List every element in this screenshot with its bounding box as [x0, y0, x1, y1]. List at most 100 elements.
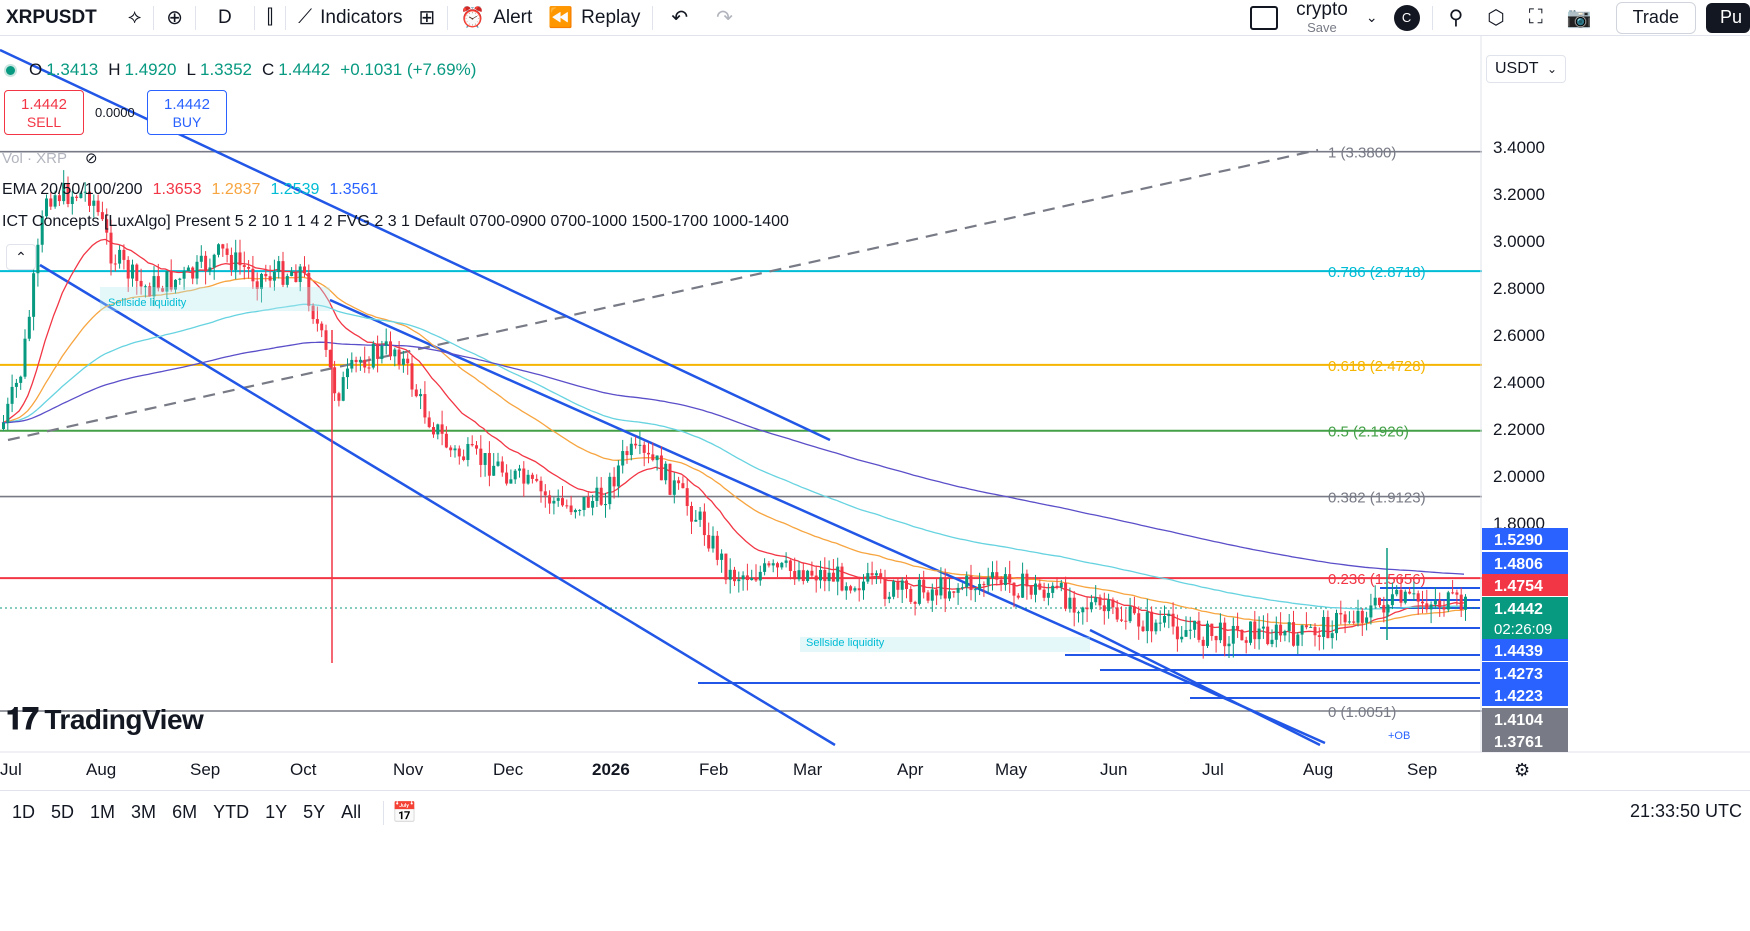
- candle-body: [449, 447, 453, 451]
- candle-body: [608, 476, 612, 505]
- eye-hidden-icon[interactable]: ⊘: [84, 150, 98, 167]
- range-button-3m[interactable]: 3M: [131, 802, 157, 822]
- price-tag-label: 1.4223: [1494, 688, 1543, 705]
- candle-body: [290, 271, 294, 277]
- candle-body: [1438, 600, 1442, 608]
- chart-type-candles-icon[interactable]: ⫿: [266, 6, 274, 28]
- account-avatar[interactable]: C: [1386, 0, 1428, 36]
- ema-line: [1, 303, 1465, 610]
- settings-gear-icon[interactable]: ⬡: [1487, 7, 1505, 29]
- tradingview-logo: 𝟏𝟕 TradingView: [6, 703, 204, 736]
- candle-body: [1231, 625, 1235, 644]
- candle-body: [1016, 595, 1020, 598]
- range-button-1m[interactable]: 1M: [90, 802, 116, 822]
- templates-grid-icon[interactable]: ⊞: [418, 7, 436, 29]
- range-button-6m[interactable]: 6M: [172, 802, 198, 822]
- fib-level-label: 0.618 (2.4728): [1328, 358, 1426, 375]
- candle-body: [36, 244, 40, 274]
- candle-body: [702, 511, 706, 536]
- candle-body: [1274, 624, 1278, 640]
- sellside-liquidity-label: Sellside liquidity: [108, 297, 187, 309]
- candle-body: [870, 573, 874, 576]
- range-button-5d[interactable]: 5D: [51, 802, 75, 822]
- countdown-label: 02:26:09: [1494, 621, 1552, 638]
- candle-body: [922, 579, 926, 593]
- time-tick-label: Oct: [290, 760, 317, 779]
- range-button-1d[interactable]: 1D: [12, 802, 36, 822]
- candle-body: [780, 562, 784, 568]
- range-button-1y[interactable]: 1Y: [265, 802, 288, 822]
- volume-legend[interactable]: Vol · XRP ⊘: [2, 149, 98, 167]
- redo-icon[interactable]: ↷: [716, 7, 733, 29]
- candle-body: [96, 200, 100, 213]
- range-button-5y[interactable]: 5Y: [303, 802, 326, 822]
- quick-search-icon[interactable]: ⚲: [1448, 7, 1464, 29]
- candle-body: [234, 252, 238, 270]
- camera-snapshot-icon[interactable]: 📷: [1566, 7, 1592, 29]
- undo-icon[interactable]: ↶: [671, 7, 689, 29]
- candle-body: [616, 465, 620, 487]
- candle-body: [242, 265, 246, 267]
- layout-name[interactable]: crypto Save: [1286, 0, 1358, 36]
- candle-body: [333, 367, 337, 394]
- candle-body: [913, 601, 917, 604]
- ema-line: [1, 341, 1465, 575]
- replay-button[interactable]: ⏪ Replay: [540, 0, 648, 36]
- indicators-icon: ⟋: [298, 6, 313, 28]
- candle-body: [724, 553, 728, 580]
- indicators-button[interactable]: ⟋ Indicators: [290, 0, 410, 36]
- candle-body: [204, 255, 208, 272]
- candle-body: [801, 570, 805, 582]
- candle-body: [1072, 597, 1076, 613]
- candle-body: [191, 267, 195, 279]
- time-tick-label: Dec: [493, 760, 524, 779]
- candle-body: [380, 345, 384, 359]
- candle-body: [952, 591, 956, 593]
- add-alert-diamond-icon[interactable]: ⟡: [128, 6, 142, 28]
- fib-level-label: 0.5 (2.1926): [1328, 424, 1409, 441]
- candle-body: [1098, 597, 1102, 606]
- candle-body: [1244, 640, 1248, 643]
- candle-body: [737, 579, 741, 582]
- calendar-goto-date-icon[interactable]: 📅: [392, 802, 418, 824]
- range-button-all[interactable]: All: [341, 802, 362, 822]
- symbol-search[interactable]: XRPUSDT: [6, 6, 97, 28]
- candle-body: [1296, 634, 1300, 646]
- candle-body: [582, 496, 586, 511]
- alert-button[interactable]: ⏰ Alert: [452, 0, 540, 36]
- collapse-legend-chevron-icon[interactable]: ⌃: [6, 244, 36, 270]
- ema-legend[interactable]: EMA 20/50/100/200 1.3653 1.2837 1.2539 1…: [2, 181, 378, 199]
- chevron-down-icon[interactable]: ⌄: [1365, 9, 1378, 25]
- candle-body: [105, 219, 109, 233]
- ict-concepts-legend[interactable]: ICT Concepts [LuxAlgo] Present 5 2 10 1 …: [2, 213, 789, 230]
- currency-select[interactable]: USDT ⌄: [1486, 55, 1566, 83]
- candle-body: [1266, 626, 1270, 645]
- candle-body: [70, 196, 74, 204]
- layout-square-icon[interactable]: [1242, 0, 1286, 36]
- candle-body: [66, 183, 70, 204]
- candle-body: [1459, 594, 1463, 610]
- utc-clock[interactable]: 21:33:50 UTC: [1629, 801, 1742, 821]
- candle-body: [401, 358, 405, 365]
- candle-body: [909, 589, 913, 602]
- fullscreen-icon[interactable]: ⛶: [1528, 6, 1543, 28]
- candle-body: [978, 583, 982, 590]
- compare-plus-icon[interactable]: ⊕: [166, 7, 183, 29]
- publish-button[interactable]: Pu: [1705, 2, 1750, 33]
- candle-body: [1326, 616, 1330, 639]
- candle-body: [879, 573, 883, 578]
- candle-body: [1360, 610, 1364, 623]
- candle-body: [827, 572, 831, 582]
- trade-button[interactable]: Trade: [1615, 1, 1696, 34]
- interval-button[interactable]: D: [218, 6, 232, 28]
- ema50-value: 1.2837: [211, 181, 261, 198]
- sell-button[interactable]: 1.4442 SELL: [4, 90, 84, 135]
- buy-button[interactable]: 1.4442 BUY: [147, 90, 227, 135]
- candle-body: [1210, 623, 1214, 637]
- candle-body: [122, 249, 126, 260]
- candle-body: [311, 305, 315, 320]
- price-chart[interactable]: 1 (3.3800) 0.786 (2.8718) 0.618 (2.4728) 0.…: [0, 36, 1750, 790]
- fib-trend-dashed-line: [7, 148, 1319, 442]
- range-button-ytd[interactable]: YTD: [213, 802, 250, 822]
- candle-body: [556, 498, 560, 501]
